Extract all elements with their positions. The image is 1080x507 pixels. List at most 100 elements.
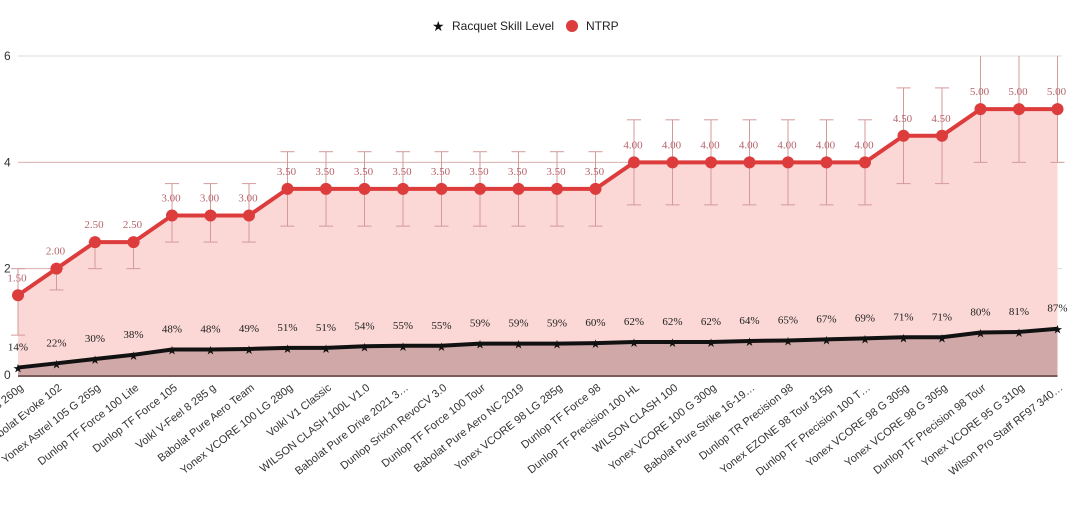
ntrp-point (320, 182, 332, 195)
star-point: ★ (821, 333, 832, 347)
legend-item-skill[interactable]: ★ Racquet Skill Level (432, 18, 554, 34)
ntrp-area (18, 109, 1058, 376)
skill-data-label: 59% (508, 318, 528, 330)
ntrp-point (474, 182, 486, 195)
ntrp-series-line (16, 107, 1058, 297)
ntrp-point (782, 156, 794, 169)
y-axis: 0 2 4 6 (4, 49, 11, 382)
star-point: ★ (128, 349, 139, 363)
ntrp-point (589, 182, 602, 195)
skill-data-label: 60% (585, 317, 605, 329)
ntrp-point (435, 182, 448, 195)
star-point: ★ (552, 338, 563, 352)
star-point: ★ (244, 343, 255, 357)
ntrp-data-label: 2.00 (46, 246, 66, 258)
skill-data-label: 49% (239, 323, 259, 335)
skill-data-labels: 14% 22% 30% 38% 48% 48% 49% 51% 51% 54% 55% 55% 59% 5… (8, 303, 1068, 354)
ntrp-point (204, 209, 217, 222)
star-point: ★ (359, 340, 370, 354)
ntrp-data-label: 2.50 (123, 219, 143, 231)
ntrp-data-label: 3.00 (200, 193, 220, 205)
star-point: ★ (860, 332, 871, 346)
skill-points: ★ ★ ★ ★ ★ ★ ★ ★ ★ ★ ★ ★ ★ ★ ★ ★ ★ ★ ★ ★ ★ ★ ★ ★ ★ ★ ★ ★ (13, 323, 1063, 376)
ntrp-point (50, 262, 63, 275)
ntrp-point (1013, 103, 1025, 116)
ntrp-data-label: 3.50 (431, 166, 451, 178)
skill-data-label: 22% (46, 337, 66, 349)
skill-data-label: 55% (393, 320, 413, 332)
ntrp-area-fill (18, 109, 1058, 376)
ntrp-point (551, 182, 563, 195)
skill-data-label: 59% (470, 318, 490, 330)
x-category-label: s 260g (0, 382, 26, 412)
circle-icon (566, 20, 578, 32)
ntrp-data-label: 3.00 (161, 193, 181, 205)
skill-series-line (17, 326, 1058, 370)
skill-data-label: 54% (354, 320, 374, 332)
star-point: ★ (513, 338, 524, 352)
skill-data-label: 62% (662, 316, 682, 328)
star-point: ★ (667, 336, 678, 350)
skill-data-label: 71% (932, 311, 952, 323)
star-point: ★ (282, 342, 293, 356)
legend-label-skill: Racquet Skill Level (452, 19, 554, 33)
ntrp-data-label: 5.00 (1008, 86, 1028, 98)
star-icon: ★ (432, 18, 445, 34)
ntrp-data-label: 4.00 (739, 139, 759, 151)
ntrp-data-label: 1.50 (7, 272, 27, 284)
legend-label-ntrp: NTRP (586, 19, 619, 33)
ntrp-data-labels: 1.50 2.00 2.50 2.50 3.00 3.00 3.00 3.50 3.50 3.50… (7, 86, 1066, 284)
skill-data-label: 71% (893, 311, 913, 323)
ntrp-point (397, 182, 409, 195)
ntrp-point (628, 156, 640, 169)
ntrp-point (666, 156, 679, 169)
star-point: ★ (475, 338, 486, 352)
ntrp-point (974, 103, 987, 116)
legend: ★ Racquet Skill Level NTRP (432, 18, 619, 34)
ntrp-data-label: 4.50 (931, 113, 951, 125)
star-point: ★ (706, 336, 717, 350)
ntrp-data-label: 4.00 (623, 139, 643, 151)
ntrp-data-label: 2.50 (84, 219, 104, 231)
ntrp-data-label: 3.50 (315, 166, 335, 178)
star-point: ★ (898, 331, 909, 345)
ntrp-data-label: 3.50 (508, 166, 528, 178)
y-tick-label: 4 (4, 155, 11, 169)
ntrp-data-label: 3.00 (238, 193, 258, 205)
skill-data-label: 48% (162, 323, 182, 335)
skill-line (17, 326, 1058, 370)
star-point: ★ (629, 336, 640, 350)
star-point: ★ (436, 340, 447, 354)
star-point: ★ (51, 357, 62, 371)
star-point: ★ (167, 343, 178, 357)
ntrp-point (89, 236, 101, 249)
ntrp-point (166, 209, 178, 222)
ntrp-point (512, 182, 525, 195)
ntrp-points (12, 103, 1064, 302)
star-point: ★ (13, 362, 24, 376)
skill-data-label: 67% (816, 313, 836, 325)
ntrp-point (281, 182, 294, 195)
ntrp-data-label: 3.50 (546, 166, 566, 178)
legend-item-ntrp[interactable]: NTRP (566, 19, 619, 33)
skill-data-label: 62% (624, 316, 644, 328)
ntrp-point (897, 129, 910, 142)
star-point: ★ (937, 331, 948, 345)
ntrp-point (705, 156, 717, 169)
ntrp-data-label: 3.50 (585, 166, 605, 178)
ntrp-line (16, 107, 1058, 297)
star-point: ★ (1014, 326, 1025, 340)
y-tick-label: 0 (4, 368, 11, 382)
star-point: ★ (321, 342, 332, 356)
y-tick-label: 2 (4, 262, 11, 276)
skill-data-label: 55% (431, 320, 451, 332)
ntrp-point (358, 182, 371, 195)
star-point: ★ (1052, 323, 1063, 337)
ntrp-point (936, 129, 948, 142)
ntrp-point (820, 156, 833, 169)
ntrp-data-label: 5.00 (1047, 86, 1067, 98)
skill-data-label: 51% (316, 322, 336, 334)
ntrp-point (743, 156, 756, 169)
skill-data-label: 48% (200, 323, 220, 335)
